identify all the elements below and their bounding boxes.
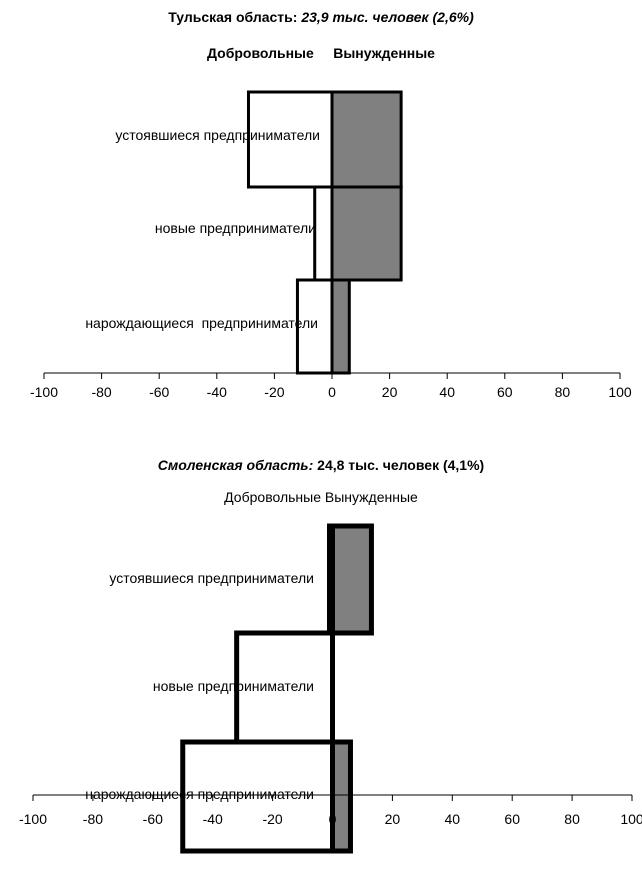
- category-label: новые предприниматели: [153, 678, 314, 694]
- x-tick-label: -40: [207, 384, 227, 400]
- x-tick-label: -100: [19, 811, 47, 827]
- legend-header: Добровольные Вынужденные: [207, 45, 435, 61]
- x-tick-label: 60: [504, 811, 520, 827]
- bar-forced: [330, 90, 403, 189]
- x-tick-label: 60: [497, 384, 513, 400]
- x-tick-label: -80: [91, 384, 111, 400]
- legend-header: Добровольные Вынужденные: [224, 489, 418, 505]
- bar-voluntary: [234, 630, 335, 745]
- bar-forced: [330, 278, 351, 375]
- chart-title: Смоленская область: 24,8 тыс. человек (4…: [158, 457, 484, 473]
- category-label: нарождающиеся предприниматели: [85, 786, 314, 802]
- chart-title: Тульская область: 23,9 тыс. человек (2,6…: [168, 9, 474, 25]
- x-tick-label: -20: [264, 384, 284, 400]
- x-tick-label: 80: [555, 384, 571, 400]
- x-tick-label: 40: [445, 811, 461, 827]
- bar-voluntary: [246, 90, 334, 189]
- bar-forced: [330, 523, 374, 636]
- x-tick-label: 100: [620, 811, 642, 827]
- x-tick-label: 0: [329, 811, 337, 827]
- category-label: устоявшиеся предприниматели: [115, 127, 320, 143]
- category-label: новые предприниматели: [155, 220, 316, 236]
- x-tick-label: 40: [439, 384, 455, 400]
- x-tick-label: 80: [564, 811, 580, 827]
- chart-title-part: Смоленская область:: [158, 457, 317, 473]
- x-tick-label: -60: [143, 811, 163, 827]
- x-tick-label: 100: [608, 384, 632, 400]
- x-tick-label: 20: [385, 811, 401, 827]
- x-tick-label: 0: [328, 384, 336, 400]
- bar-forced: [330, 739, 353, 854]
- x-tick-label: 20: [382, 384, 398, 400]
- x-tick-label: -40: [203, 811, 223, 827]
- chart-title-part: 23,9 тыс. человек (2,6%): [300, 9, 474, 25]
- x-tick-label: -20: [262, 811, 282, 827]
- bar-voluntary: [313, 185, 334, 282]
- category-label: устоявшиеся предприниматели: [109, 570, 314, 586]
- bar-voluntary: [180, 739, 335, 854]
- chart-title-part: Тульская область:: [168, 9, 301, 25]
- x-tick-label: -60: [149, 384, 169, 400]
- category-label: нарождающиеся предприниматели: [85, 315, 318, 331]
- chart-title-part: 24,8 тыс. человек (4,1%): [317, 457, 484, 473]
- x-tick-label: -80: [83, 811, 103, 827]
- bar-forced: [330, 185, 403, 282]
- x-tick-label: -100: [30, 384, 58, 400]
